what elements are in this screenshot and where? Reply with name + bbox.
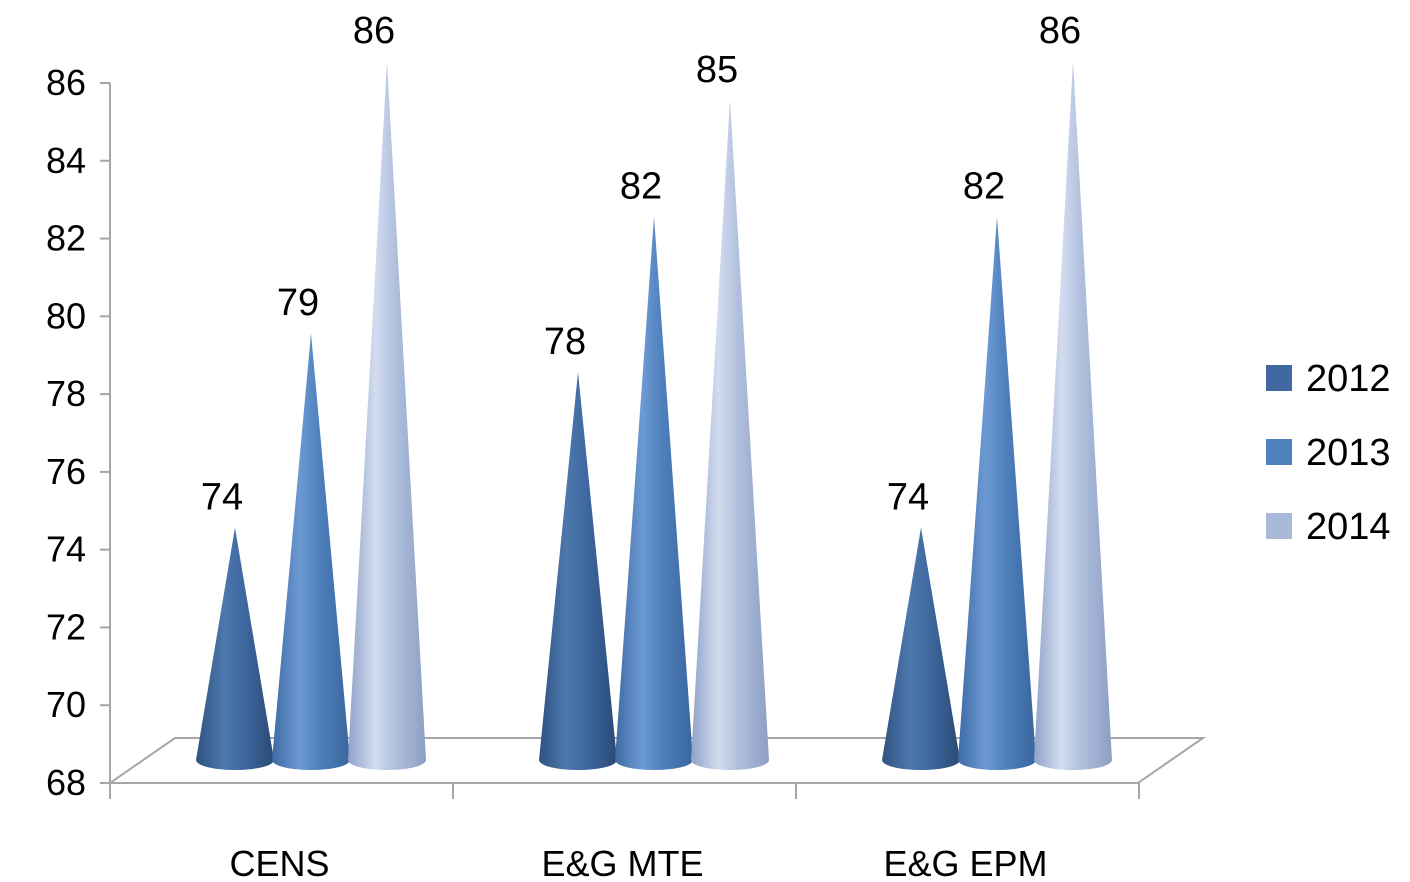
legend-swatch-2013 (1266, 439, 1292, 465)
cone-2013-e-g-mte (615, 216, 693, 771)
legend-swatch-2014 (1266, 513, 1292, 539)
cones (196, 61, 1112, 771)
y-tick-label: 74 (46, 529, 86, 570)
data-label: 82 (963, 166, 1005, 208)
y-tick-label: 78 (46, 373, 86, 414)
data-label: 86 (353, 10, 395, 52)
cone-2014-cens (348, 61, 426, 770)
y-tick-label: 76 (46, 451, 86, 492)
cone-2013-e-g-epm (958, 216, 1036, 771)
data-label: 79 (277, 282, 319, 324)
y-tick-label: 70 (46, 684, 86, 725)
category-labels: CENS E&G MTE E&G EPM (229, 843, 1047, 882)
cone-2014-e-g-epm (1034, 61, 1112, 770)
data-label: 82 (620, 166, 662, 208)
cone-body (1034, 61, 1112, 770)
y-axis-ticks: 68 70 72 74 76 78 80 82 84 86 (46, 62, 110, 803)
data-label: 86 (1039, 10, 1081, 52)
cone-2012-cens (196, 527, 274, 770)
cone-2012-e-g-mte (539, 372, 617, 770)
cone-2012-e-g-epm (882, 527, 960, 770)
y-tick-label: 80 (46, 295, 86, 336)
category-label: E&G EPM (883, 843, 1047, 882)
cone-body (958, 216, 1036, 771)
y-tick-label: 68 (46, 762, 86, 803)
data-labels: 74 79 86 78 82 85 74 82 86 (201, 10, 1081, 519)
cone-2014-e-g-mte (691, 99, 769, 770)
y-tick-label: 86 (46, 62, 86, 103)
legend-label-2014: 2014 (1306, 506, 1391, 548)
legend-label-2013: 2013 (1306, 432, 1391, 474)
legend: 2012 2013 2014 (1266, 358, 1391, 548)
cone-body (196, 527, 274, 770)
cone-body (691, 99, 769, 770)
x-axis-ticks (109, 783, 1140, 799)
y-tick-label: 72 (46, 606, 86, 647)
data-label: 85 (696, 49, 738, 91)
data-label: 78 (544, 321, 586, 363)
data-label: 74 (887, 477, 929, 519)
cone-body (882, 527, 960, 770)
cone-body (539, 372, 617, 770)
data-label: 74 (201, 477, 243, 519)
cone-2013-cens (272, 333, 350, 770)
y-tick-label: 82 (46, 218, 86, 259)
y-tick-label: 84 (46, 140, 86, 181)
cone-body (348, 61, 426, 770)
cone-body (272, 333, 350, 770)
legend-swatch-2012 (1266, 365, 1292, 391)
cone-body (615, 216, 693, 771)
category-label: CENS (229, 843, 329, 882)
legend-label-2012: 2012 (1306, 358, 1391, 400)
category-label: E&G MTE (541, 843, 703, 882)
